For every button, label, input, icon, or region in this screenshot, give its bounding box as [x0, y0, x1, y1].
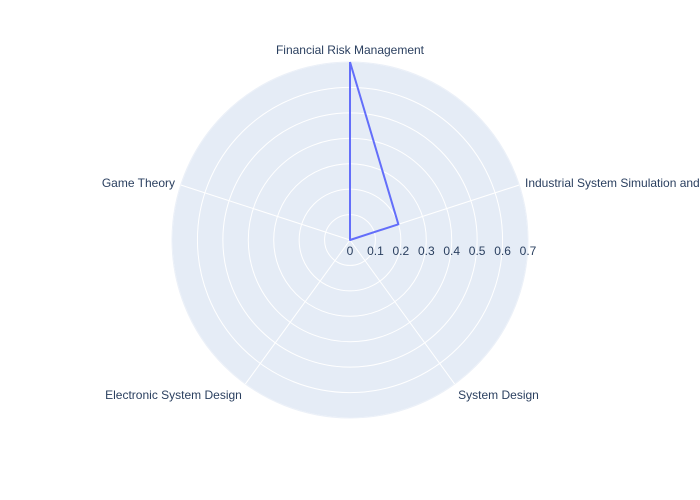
category-label: System Design — [458, 388, 539, 402]
radial-tick-label: 0.4 — [443, 244, 460, 258]
angular-grid-spoke — [244, 239, 351, 385]
radial-tick-label: 0.7 — [520, 244, 537, 258]
radial-tick-label: 0.1 — [367, 244, 384, 258]
category-label: Industrial System Simulation and — [525, 176, 700, 190]
angular-grid-spoke — [180, 184, 351, 241]
radial-tick-label: 0.3 — [418, 244, 435, 258]
category-label: Game Theory — [102, 176, 175, 190]
radial-tick-label: 0.2 — [393, 244, 410, 258]
category-label-layer: Financial Risk Management Industrial Syst… — [102, 43, 700, 402]
category-label: Electronic System Design — [105, 388, 242, 402]
angular-grid-spoke — [349, 239, 456, 385]
category-label: Financial Risk Management — [276, 43, 425, 57]
series-layer — [349, 61, 400, 241]
radial-tick-label: 0 — [347, 244, 354, 258]
radial-tick-label: 0.5 — [469, 244, 486, 258]
radial-tick-label: 0.6 — [494, 244, 511, 258]
radial-tick-layer: 0 0.1 0.2 0.3 0.4 0.5 0.6 0.7 — [347, 244, 537, 258]
series-line — [349, 61, 400, 241]
